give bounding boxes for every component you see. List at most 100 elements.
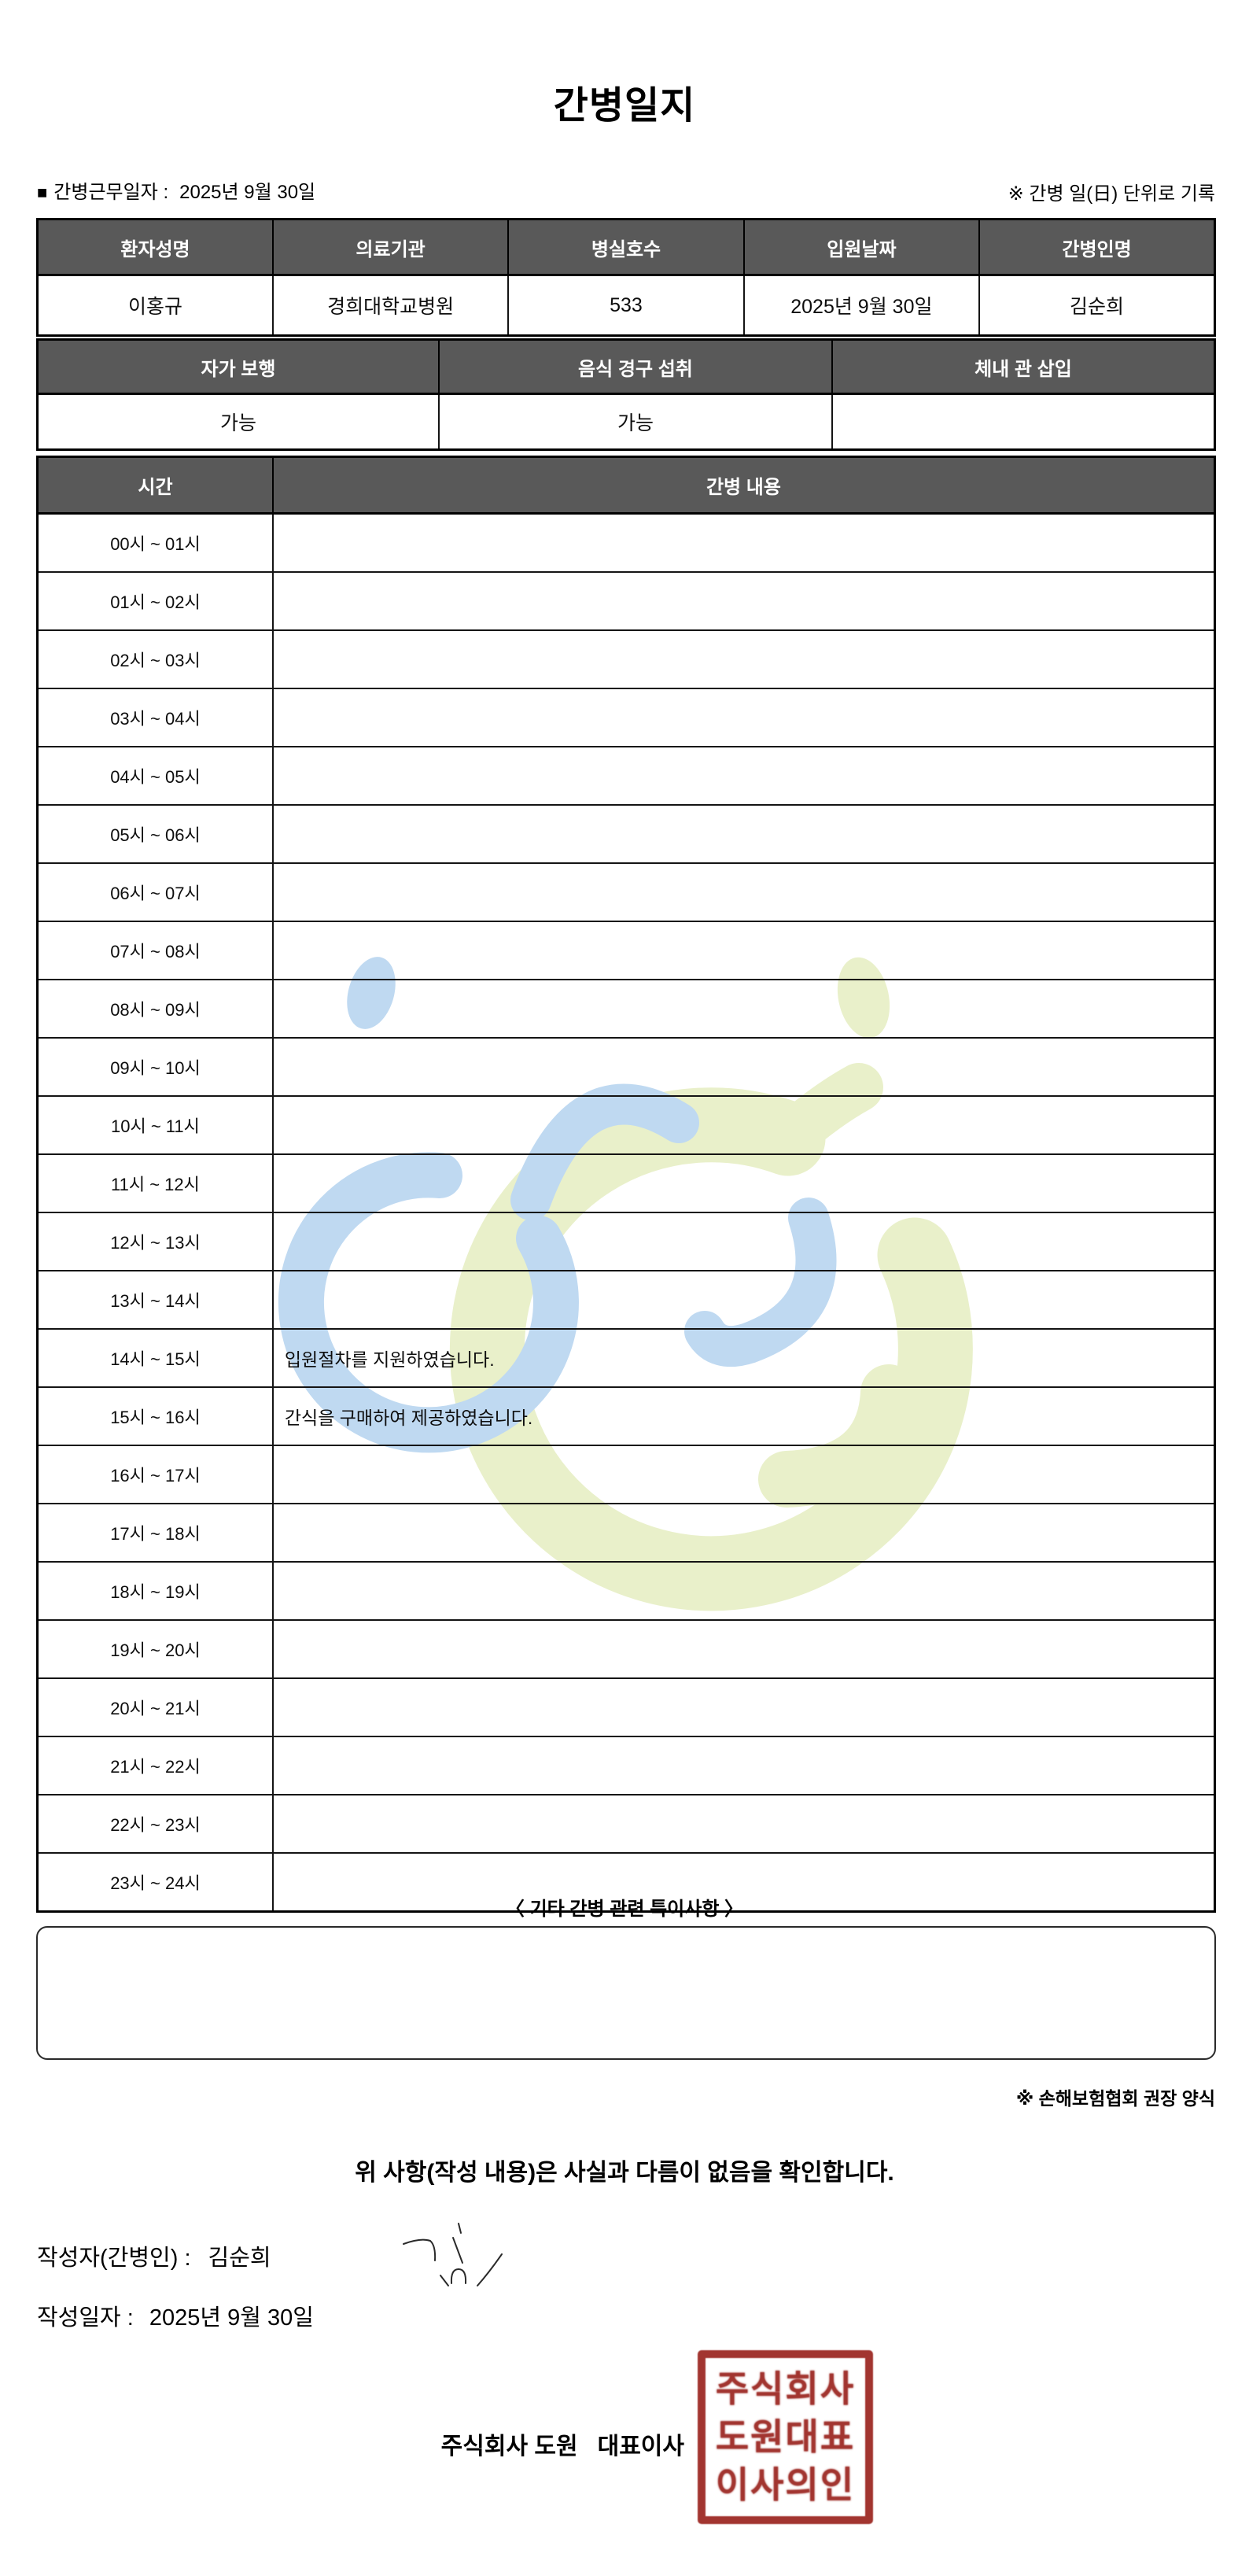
care-content-cell — [271, 746, 1216, 806]
header-oral-intake: 음식 경구 섭취 — [437, 338, 833, 395]
care-content-cell — [271, 1095, 1216, 1155]
work-date-label: 간병근무일자 : — [53, 182, 169, 203]
hour-row: 20시 ~ 21시 — [36, 1677, 1216, 1737]
room-number-value: 533 — [507, 274, 745, 337]
hour-range-label: 05시 ~ 06시 — [36, 804, 274, 864]
care-content-cell — [271, 804, 1216, 864]
hour-range-label: 13시 ~ 14시 — [36, 1270, 274, 1330]
hour-range-label: 01시 ~ 02시 — [36, 571, 274, 631]
seal-line-3: 이사의인 — [715, 2464, 856, 2505]
hour-range-label: 23시 ~ 24시 — [36, 1852, 274, 1913]
hour-range-label: 19시 ~ 20시 — [36, 1619, 274, 1679]
hour-row: 09시 ~ 10시 — [36, 1037, 1216, 1097]
hour-range-label: 00시 ~ 01시 — [36, 512, 274, 573]
care-content-cell — [271, 1503, 1216, 1563]
hour-range-label: 22시 ~ 23시 — [36, 1794, 274, 1854]
medical-institution-value: 경희대학교병원 — [271, 274, 510, 337]
table-row: 가능 가능 — [36, 393, 1216, 451]
admission-date-value: 2025년 9월 30일 — [742, 274, 981, 337]
care-content-cell — [271, 1736, 1216, 1795]
header-admission-date: 입원날짜 — [742, 218, 981, 276]
hour-range-label: 15시 ~ 16시 — [36, 1386, 274, 1446]
internal-tube-value — [831, 393, 1216, 451]
hour-range-label: 16시 ~ 17시 — [36, 1445, 274, 1504]
hour-row: 22시 ~ 23시 — [36, 1794, 1216, 1854]
hour-row: 16시 ~ 17시 — [36, 1445, 1216, 1504]
hour-range-label: 04시 ~ 05시 — [36, 746, 274, 806]
page-title: 간병일지 — [553, 85, 696, 127]
hour-row: 19시 ~ 20시 — [36, 1619, 1216, 1679]
hour-range-label: 03시 ~ 04시 — [36, 688, 274, 747]
oral-intake-value: 가능 — [437, 393, 833, 451]
care-content-cell — [271, 1037, 1216, 1097]
care-content-cell — [271, 1270, 1216, 1330]
hour-range-label: 07시 ~ 08시 — [36, 921, 274, 980]
header-medical-institution: 의료기관 — [271, 218, 510, 276]
table-header-row: 시간 간병 내용 — [36, 456, 1216, 515]
writer-line: 작성자(간병인) : 김순희 — [37, 2239, 271, 2272]
hour-range-label: 02시 ~ 03시 — [36, 629, 274, 689]
hour-row: 00시 ~ 01시 — [36, 512, 1216, 573]
hour-row: 04시 ~ 05시 — [36, 746, 1216, 806]
care-content-cell — [271, 1677, 1216, 1737]
date-line: 작성일자 : 2025년 9월 30일 — [37, 2299, 314, 2332]
header-care-content: 간병 내용 — [271, 456, 1216, 515]
care-content-cell — [271, 921, 1216, 980]
hour-row: 07시 ~ 08시 — [36, 921, 1216, 980]
hour-row: 03시 ~ 04시 — [36, 688, 1216, 747]
hour-range-label: 20시 ~ 21시 — [36, 1677, 274, 1737]
care-content-cell — [271, 1852, 1216, 1913]
header-internal-tube: 체내 관 삽입 — [831, 338, 1216, 395]
date-value: 2025년 9월 30일 — [149, 2305, 314, 2331]
hour-range-label: 12시 ~ 13시 — [36, 1212, 274, 1271]
table-header-row: 자가 보행 음식 경구 섭취 체내 관 삽입 — [36, 338, 1216, 395]
date-label: 작성일자 : — [37, 2305, 134, 2331]
hour-row: 21시 ~ 22시 — [36, 1736, 1216, 1795]
care-content-cell — [271, 979, 1216, 1039]
hour-row: 17시 ~ 18시 — [36, 1503, 1216, 1563]
hourly-care-log-table: 시간 간병 내용 00시 ~ 01시 01시 ~ 02시 02시 ~ 03시 0… — [36, 456, 1216, 1913]
seal-line-1: 주식회사 — [715, 2368, 856, 2409]
hour-row: 13시 ~ 14시 — [36, 1270, 1216, 1330]
hour-range-label: 09시 ~ 10시 — [36, 1037, 274, 1097]
header-room-number: 병실호수 — [507, 218, 745, 276]
hour-row: 23시 ~ 24시 — [36, 1852, 1216, 1913]
notes-box — [36, 1926, 1216, 2060]
seal-line-2: 도원대표 — [715, 2416, 856, 2457]
writer-label: 작성자(간병인) : — [37, 2246, 191, 2271]
hour-row: 11시 ~ 12시 — [36, 1153, 1216, 1213]
table-header-row: 환자성명 의료기관 병실호수 입원날짜 간병인명 — [36, 218, 1216, 276]
hour-range-label: 18시 ~ 19시 — [36, 1561, 274, 1621]
handwritten-signature — [385, 2203, 519, 2297]
care-content-cell — [271, 571, 1216, 631]
header-self-walking: 자가 보행 — [36, 338, 440, 395]
care-content-cell — [271, 688, 1216, 747]
care-content-cell — [271, 1212, 1216, 1271]
caregiver-name-value: 김순희 — [978, 274, 1216, 337]
hour-row: 02시 ~ 03시 — [36, 629, 1216, 689]
care-content-cell — [271, 1794, 1216, 1854]
writer-name: 김순희 — [208, 2246, 271, 2271]
notes-heading: 〈 기타 간병 관련 특이사항 〉 — [505, 1899, 744, 1920]
header-patient-name: 환자성명 — [36, 218, 274, 276]
header-caregiver-name: 간병인명 — [978, 218, 1216, 276]
care-content-cell — [271, 1153, 1216, 1213]
hour-range-label: 08시 ~ 09시 — [36, 979, 274, 1039]
hour-row: 08시 ~ 09시 — [36, 979, 1216, 1039]
care-content-cell — [271, 862, 1216, 922]
hour-range-label: 17시 ~ 18시 — [36, 1503, 274, 1563]
unit-note: ※ 간병 일(日) 단위로 기록 — [1008, 183, 1215, 205]
hour-row: 10시 ~ 11시 — [36, 1095, 1216, 1155]
confirmation-statement: 위 사항(작성 내용)은 사실과 다름이 없음을 확인합니다. — [355, 2160, 894, 2186]
hour-range-label: 14시 ~ 15시 — [36, 1328, 274, 1388]
square-bullet-icon: ■ — [37, 183, 48, 202]
hour-row: 06시 ~ 07시 — [36, 862, 1216, 922]
care-content-cell — [271, 512, 1216, 573]
form-note: ※ 손해보험협회 권장 양식 — [1015, 2088, 1215, 2109]
care-content-cell: 입원절차를 지원하였습니다. — [271, 1328, 1216, 1388]
hour-row: 18시 ~ 19시 — [36, 1561, 1216, 1621]
hour-row: 01시 ~ 02시 — [36, 571, 1216, 631]
care-content-cell: 간식을 구매하여 제공하였습니다. — [271, 1386, 1216, 1446]
hour-range-label: 10시 ~ 11시 — [36, 1095, 274, 1155]
